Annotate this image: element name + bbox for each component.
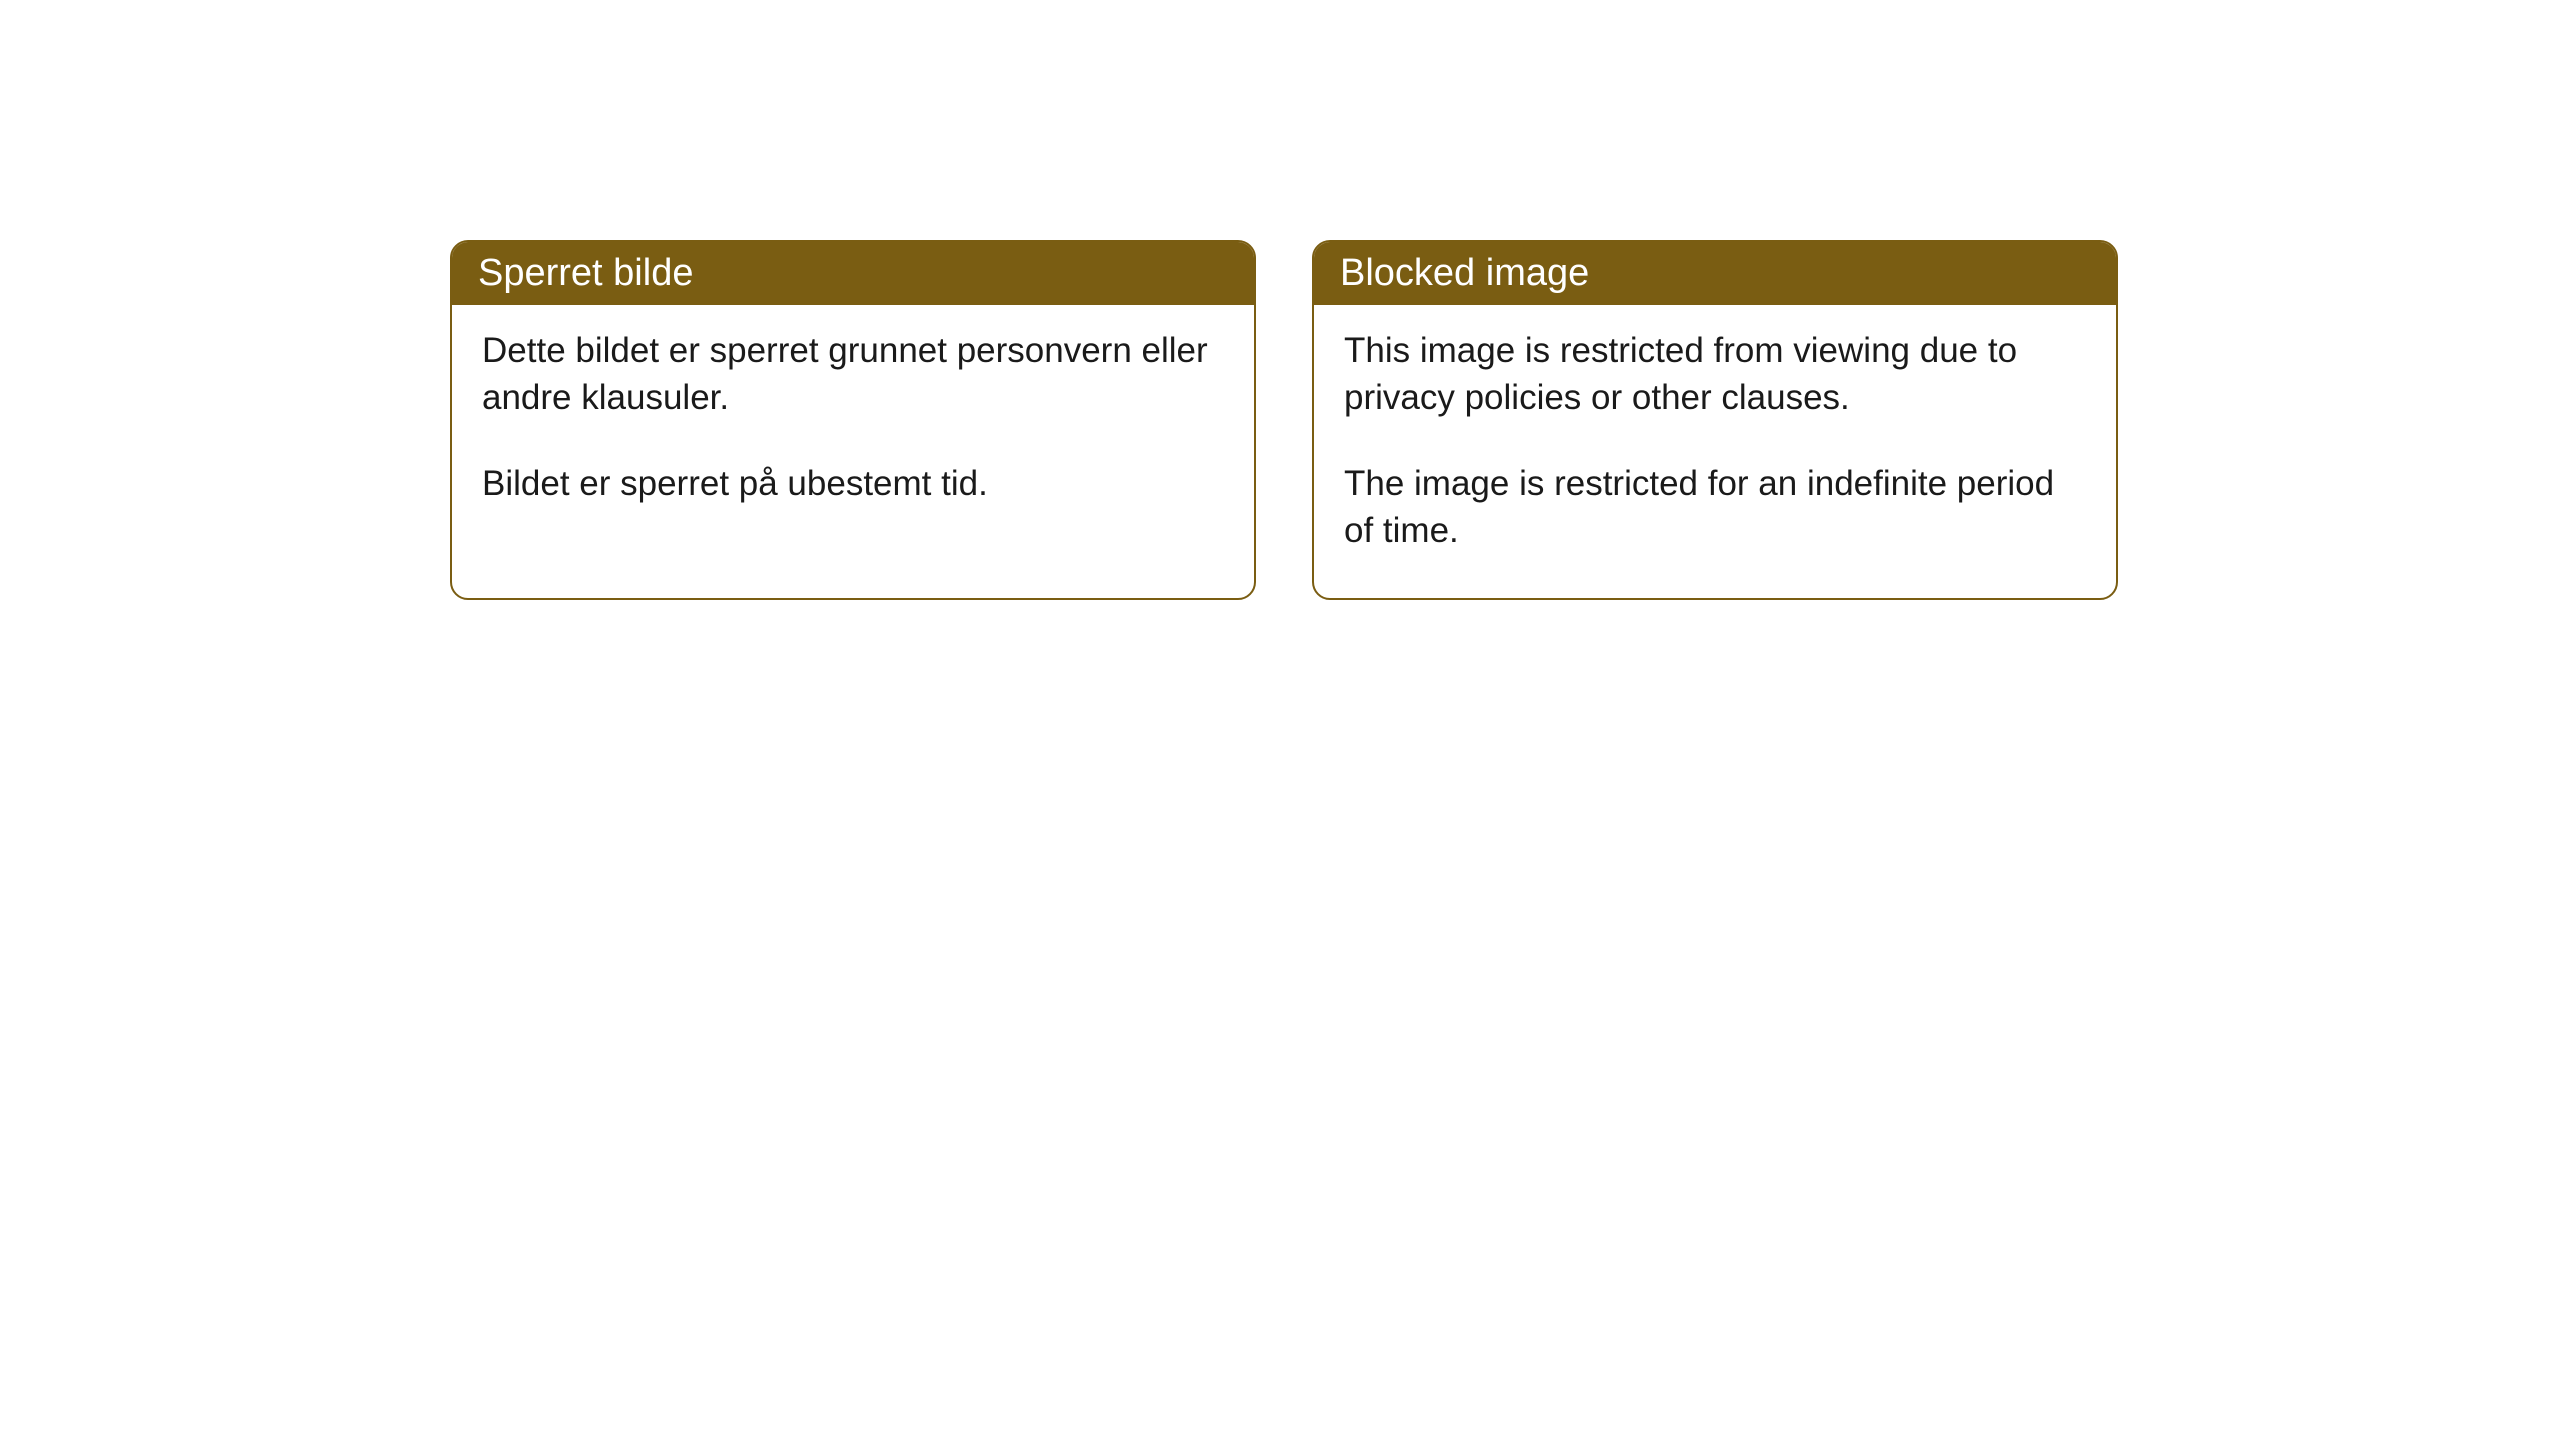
card-body: Dette bildet er sperret grunnet personve… xyxy=(452,305,1254,551)
card-paragraph-2: The image is restricted for an indefinit… xyxy=(1344,460,2086,555)
card-paragraph-1: This image is restricted from viewing du… xyxy=(1344,327,2086,422)
card-title: Blocked image xyxy=(1340,252,1589,294)
card-paragraph-2: Bildet er sperret på ubestemt tid. xyxy=(482,460,1224,507)
card-header: Blocked image xyxy=(1314,242,2116,305)
blocked-image-card-norwegian: Sperret bilde Dette bildet er sperret gr… xyxy=(450,240,1256,600)
card-paragraph-1: Dette bildet er sperret grunnet personve… xyxy=(482,327,1224,422)
blocked-image-card-english: Blocked image This image is restricted f… xyxy=(1312,240,2118,600)
card-body: This image is restricted from viewing du… xyxy=(1314,305,2116,598)
card-title: Sperret bilde xyxy=(478,252,693,294)
card-header: Sperret bilde xyxy=(452,242,1254,305)
notice-cards-container: Sperret bilde Dette bildet er sperret gr… xyxy=(450,240,2118,600)
